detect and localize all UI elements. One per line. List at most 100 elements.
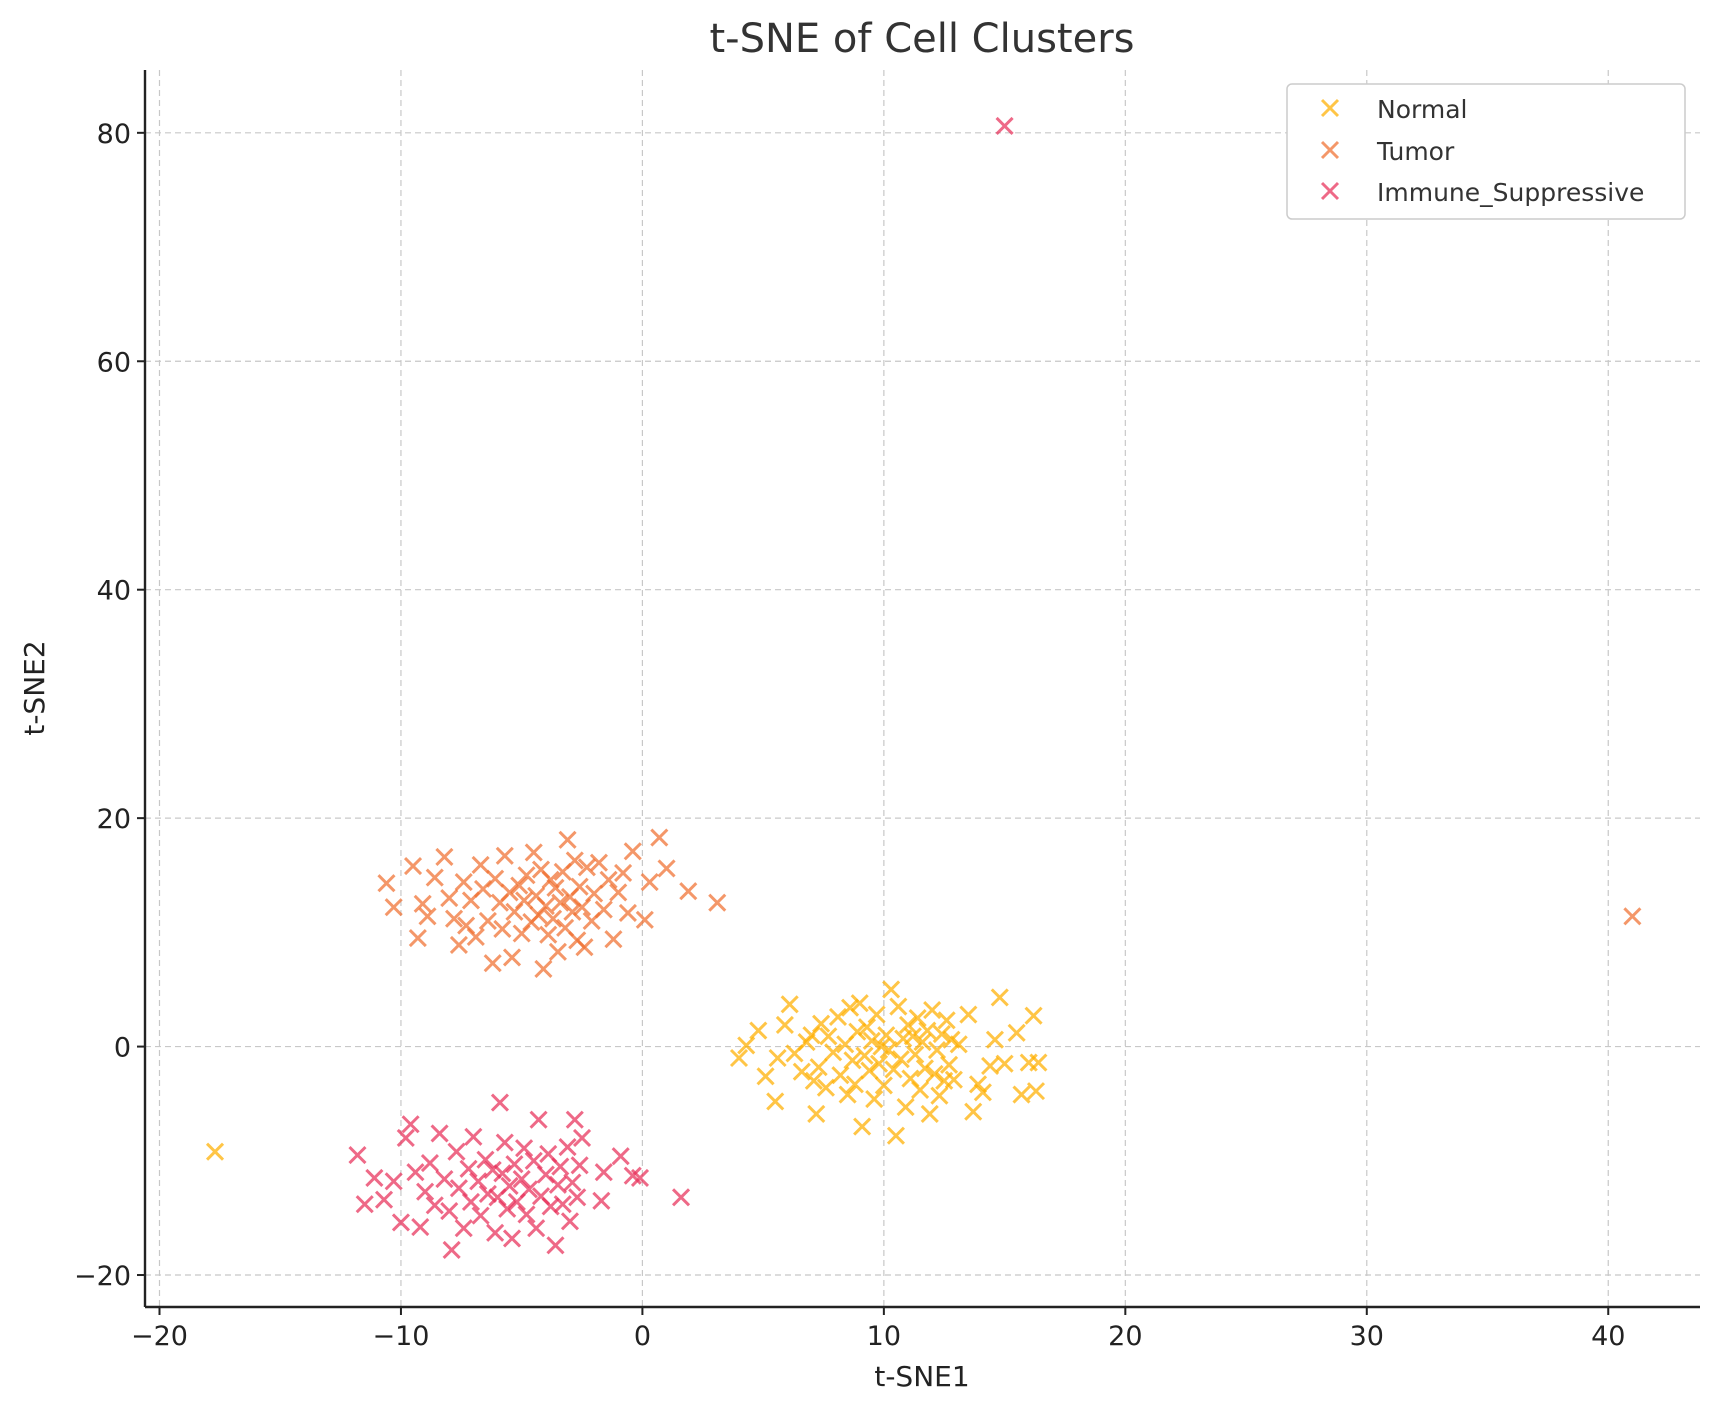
point-immune-suppressive (529, 1110, 548, 1129)
point-immune-suppressive (611, 1147, 630, 1166)
point-normal (862, 1031, 881, 1050)
point-immune-suppressive (442, 1240, 461, 1259)
point-immune-suppressive (471, 1206, 490, 1225)
point-tumor (541, 870, 560, 889)
x-tick-label: 0 (634, 1321, 651, 1352)
point-normal (925, 1064, 944, 1084)
point-normal (845, 1075, 864, 1094)
point-normal (959, 1005, 978, 1024)
point-normal (809, 1058, 828, 1077)
point-tumor (454, 873, 473, 892)
point-tumor (502, 948, 522, 967)
point-normal (843, 1051, 862, 1070)
point-tumor (575, 938, 594, 957)
point-normal (995, 1054, 1014, 1073)
point-normal (874, 1076, 893, 1095)
point-immune-suppressive (558, 1138, 577, 1157)
point-tumor (418, 907, 437, 926)
point-normal (749, 1021, 768, 1040)
point-tumor (435, 847, 454, 867)
point-normal (896, 1098, 915, 1117)
point-normal (828, 1007, 848, 1026)
point-tumor (471, 855, 490, 875)
point-normal (990, 988, 1009, 1007)
point-normal (838, 1085, 857, 1104)
legend-x-marker (1320, 140, 1340, 160)
point-normal (756, 1067, 775, 1086)
point-normal (915, 1059, 934, 1078)
point-immune-suppressive (396, 1128, 415, 1148)
point-tumor (524, 843, 543, 862)
point-immune-suppressive (490, 1093, 510, 1112)
point-tumor (565, 851, 584, 870)
point-immune-suppressive (447, 1142, 466, 1161)
point-normal (877, 1026, 896, 1045)
point-immune-suppressive (384, 1172, 403, 1191)
point-tumor (589, 853, 609, 872)
x-axis-label: t-SNE1 (874, 1360, 969, 1393)
point-normal (927, 1040, 947, 1060)
point-normal (1029, 1053, 1048, 1072)
point-tumor (594, 900, 613, 919)
y-tick-label: 80 (97, 119, 131, 150)
point-tumor (403, 857, 423, 876)
point-normal (920, 1104, 939, 1124)
x-tick-label: 10 (867, 1321, 901, 1352)
point-tumor (1623, 907, 1642, 926)
point-tumor (558, 830, 577, 849)
point-tumor (708, 893, 727, 912)
point-normal (889, 997, 908, 1016)
point-normal (804, 1071, 823, 1090)
legend-x-marker (1320, 98, 1340, 118)
point-normal (964, 1102, 983, 1121)
y-tick-label: 20 (97, 804, 131, 835)
point-immune-suppressive (391, 1213, 411, 1232)
point-normal (932, 1024, 951, 1044)
point-tumor (377, 874, 396, 893)
point-immune-suppressive (671, 1188, 691, 1207)
x-tick-label: 20 (1108, 1321, 1142, 1352)
point-tumor (657, 859, 676, 878)
point-immune-suppressive (411, 1217, 430, 1237)
point-immune-suppressive (498, 1199, 517, 1218)
point-immune-suppressive (420, 1154, 439, 1173)
point-normal (884, 1060, 903, 1079)
point-tumor (425, 868, 444, 887)
point-tumor (510, 876, 529, 895)
point-immune-suppressive (560, 1212, 580, 1231)
point-normal (807, 1104, 826, 1124)
x-tick-label: −10 (372, 1321, 429, 1352)
point-normal (841, 998, 860, 1017)
point-tumor (500, 883, 519, 902)
point-immune-suppressive (454, 1219, 473, 1238)
point-normal (205, 1142, 225, 1161)
point-immune-suppressive (430, 1124, 449, 1143)
point-tumor (517, 866, 536, 885)
point-immune-suppressive (478, 1184, 497, 1203)
point-normal (886, 1126, 906, 1145)
point-tumor (445, 909, 464, 928)
point-tumor (544, 909, 563, 928)
point-normal (860, 1061, 879, 1080)
point-normal (1007, 1023, 1026, 1042)
point-tumor (635, 910, 654, 929)
point-tumor (609, 883, 628, 902)
point-normal (853, 1117, 872, 1136)
y-axis-label: t-SNE2 (18, 640, 51, 735)
point-immune-suppressive (469, 1172, 488, 1191)
point-immune-suppressive (519, 1180, 538, 1199)
point-immune-suppressive (374, 1190, 394, 1209)
point-tumor (570, 877, 589, 896)
legend-label-immune-suppressive: Immune_Suppressive (1377, 178, 1644, 207)
point-normal (930, 1086, 949, 1105)
point-normal (913, 1032, 932, 1052)
x-axis-ticks: −20 −10 0 10 20 30 40 (131, 1307, 1625, 1352)
chart-title: t-SNE of Cell Clusters (710, 16, 1135, 62)
point-immune-suppressive (512, 1170, 531, 1189)
point-immune-suppressive (592, 1191, 611, 1210)
data-points (205, 116, 1642, 1259)
point-normal (812, 1014, 831, 1033)
legend-marker-immune-suppressive (1320, 181, 1340, 201)
x-tick-label: −20 (131, 1321, 188, 1352)
